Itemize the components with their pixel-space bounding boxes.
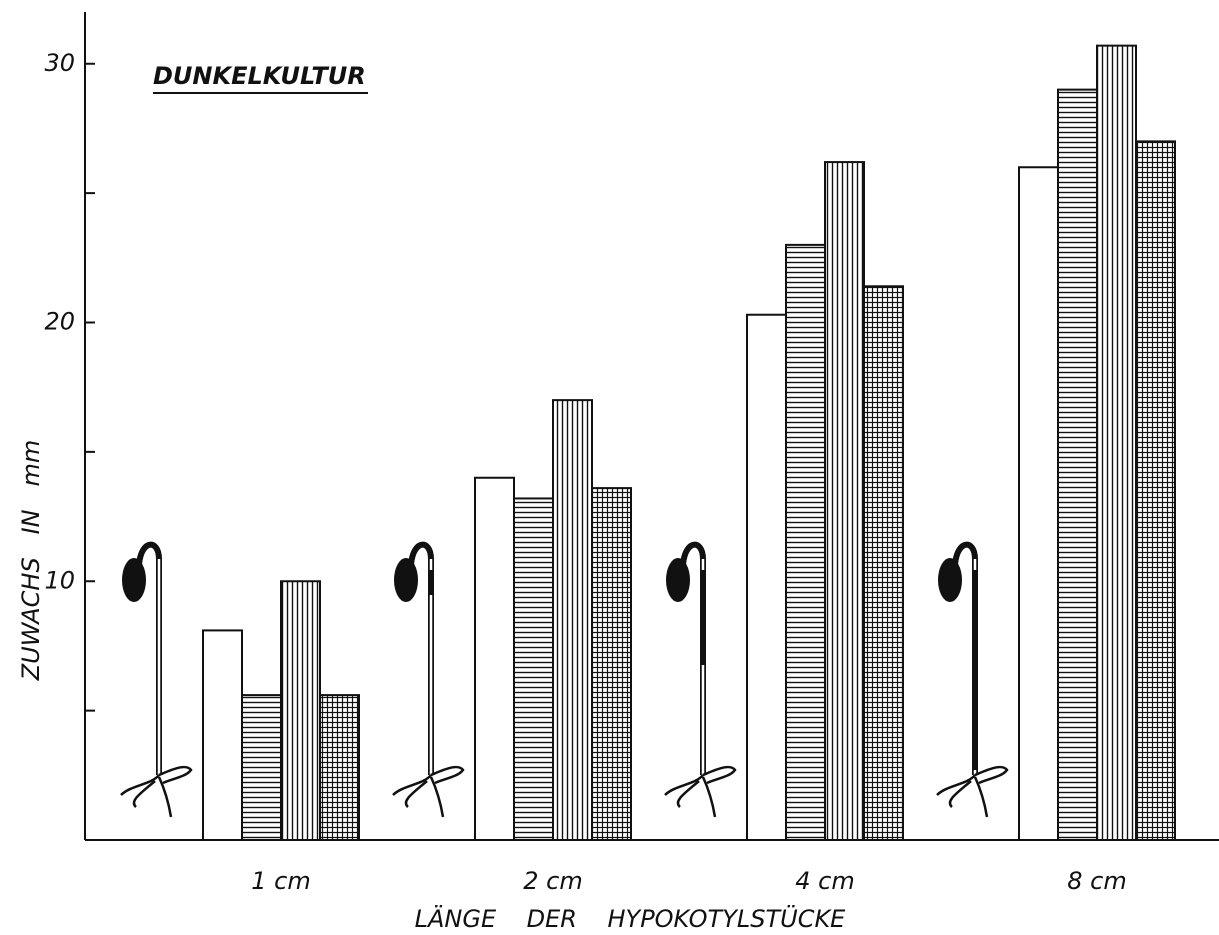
y-tick-label: 30	[44, 49, 75, 77]
y-tick-label: 10	[44, 566, 75, 594]
seedling-part	[120, 765, 193, 818]
seedling-part	[952, 541, 978, 775]
seedling-part	[408, 541, 434, 775]
seedling-illustration	[936, 541, 1009, 818]
seedling-part	[664, 765, 737, 818]
x-axis-label: LÄNGE DER HYPOKOTYLSTÜCKE	[415, 904, 847, 933]
y-tick-label: 20	[44, 308, 75, 336]
bar	[1135, 140, 1176, 841]
x-tick-label: 4 cm	[795, 867, 854, 895]
seedling-part	[938, 558, 962, 602]
seedling-part	[680, 541, 706, 775]
bar	[241, 694, 282, 841]
bar	[1096, 44, 1137, 841]
x-tick-label: 2 cm	[523, 867, 582, 895]
bar	[552, 399, 593, 841]
x-tick-label: 1 cm	[251, 867, 310, 895]
x-tick-label: 8 cm	[1067, 867, 1126, 895]
seedling-part	[936, 765, 1009, 818]
seedling-illustration	[664, 541, 737, 818]
seedling-part	[136, 541, 162, 775]
seedling-part	[392, 765, 465, 818]
bar	[319, 694, 360, 841]
bar	[863, 285, 904, 841]
bar	[785, 243, 826, 841]
seedling-part	[666, 558, 690, 602]
bar	[1057, 88, 1098, 841]
bar	[513, 497, 554, 841]
y-axis-label: ZUWACHS IN mm	[17, 440, 45, 682]
seedling-part	[122, 558, 146, 602]
bar	[202, 629, 243, 841]
seedling-illustration	[120, 541, 193, 818]
bar	[591, 487, 632, 841]
seedling-part	[394, 558, 418, 602]
chart-title: DUNKELKULTUR	[153, 62, 366, 90]
bar	[280, 580, 321, 841]
bar	[746, 313, 787, 841]
bar	[824, 161, 865, 841]
seedling-illustration	[392, 541, 465, 818]
bar	[474, 476, 515, 841]
bar	[1018, 166, 1059, 841]
